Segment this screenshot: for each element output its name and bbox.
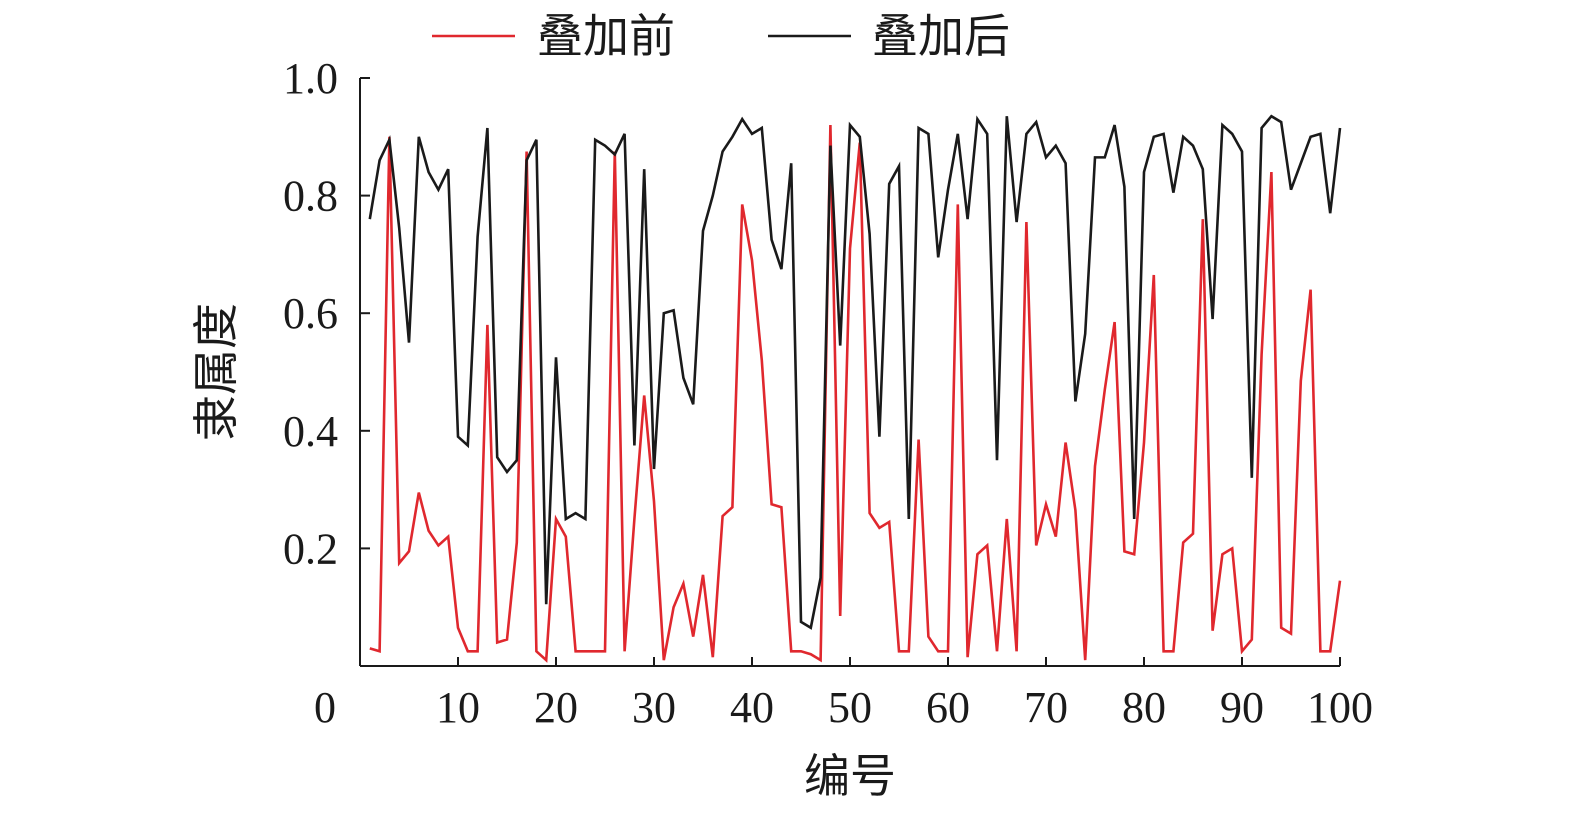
y-ticks: 0.2 0.4 0.6 0.8 1.0	[283, 54, 370, 573]
x-tick-label: 70	[1024, 683, 1068, 732]
x-tick-label: 30	[632, 683, 676, 732]
legend-label-after: 叠加后	[872, 9, 1010, 63]
x-tick-label: 60	[926, 683, 970, 732]
legend: 叠加前 叠加后	[432, 9, 1010, 63]
y-tick-label: 0.8	[283, 172, 338, 221]
x-tick-label: 90	[1220, 683, 1264, 732]
x-tick-label: 100	[1307, 683, 1373, 732]
legend-label-before: 叠加前	[537, 9, 675, 63]
y-tick-label: 0.6	[283, 289, 338, 338]
x-axis-title: 编号	[804, 749, 896, 803]
x-tick-label: 50	[828, 683, 872, 732]
x-tick-label: 10	[436, 683, 480, 732]
x-tick-label: 40	[730, 683, 774, 732]
y-tick-label: 0.2	[283, 524, 338, 573]
x-tick-label: 20	[534, 683, 578, 732]
x-ticks: 0 10 20 30 40 50 60 70 80 90 100	[314, 657, 1373, 732]
y-tick-label: 0.4	[283, 407, 338, 456]
series-line-after	[368, 114, 1342, 630]
series-line-before	[369, 125, 1342, 663]
x-tick-label: 0	[314, 683, 336, 732]
x-tick-label: 80	[1122, 683, 1166, 732]
series-layer	[368, 114, 1342, 663]
y-tick-label: 1.0	[283, 54, 338, 103]
y-axis-title: 隶属度	[189, 303, 243, 441]
